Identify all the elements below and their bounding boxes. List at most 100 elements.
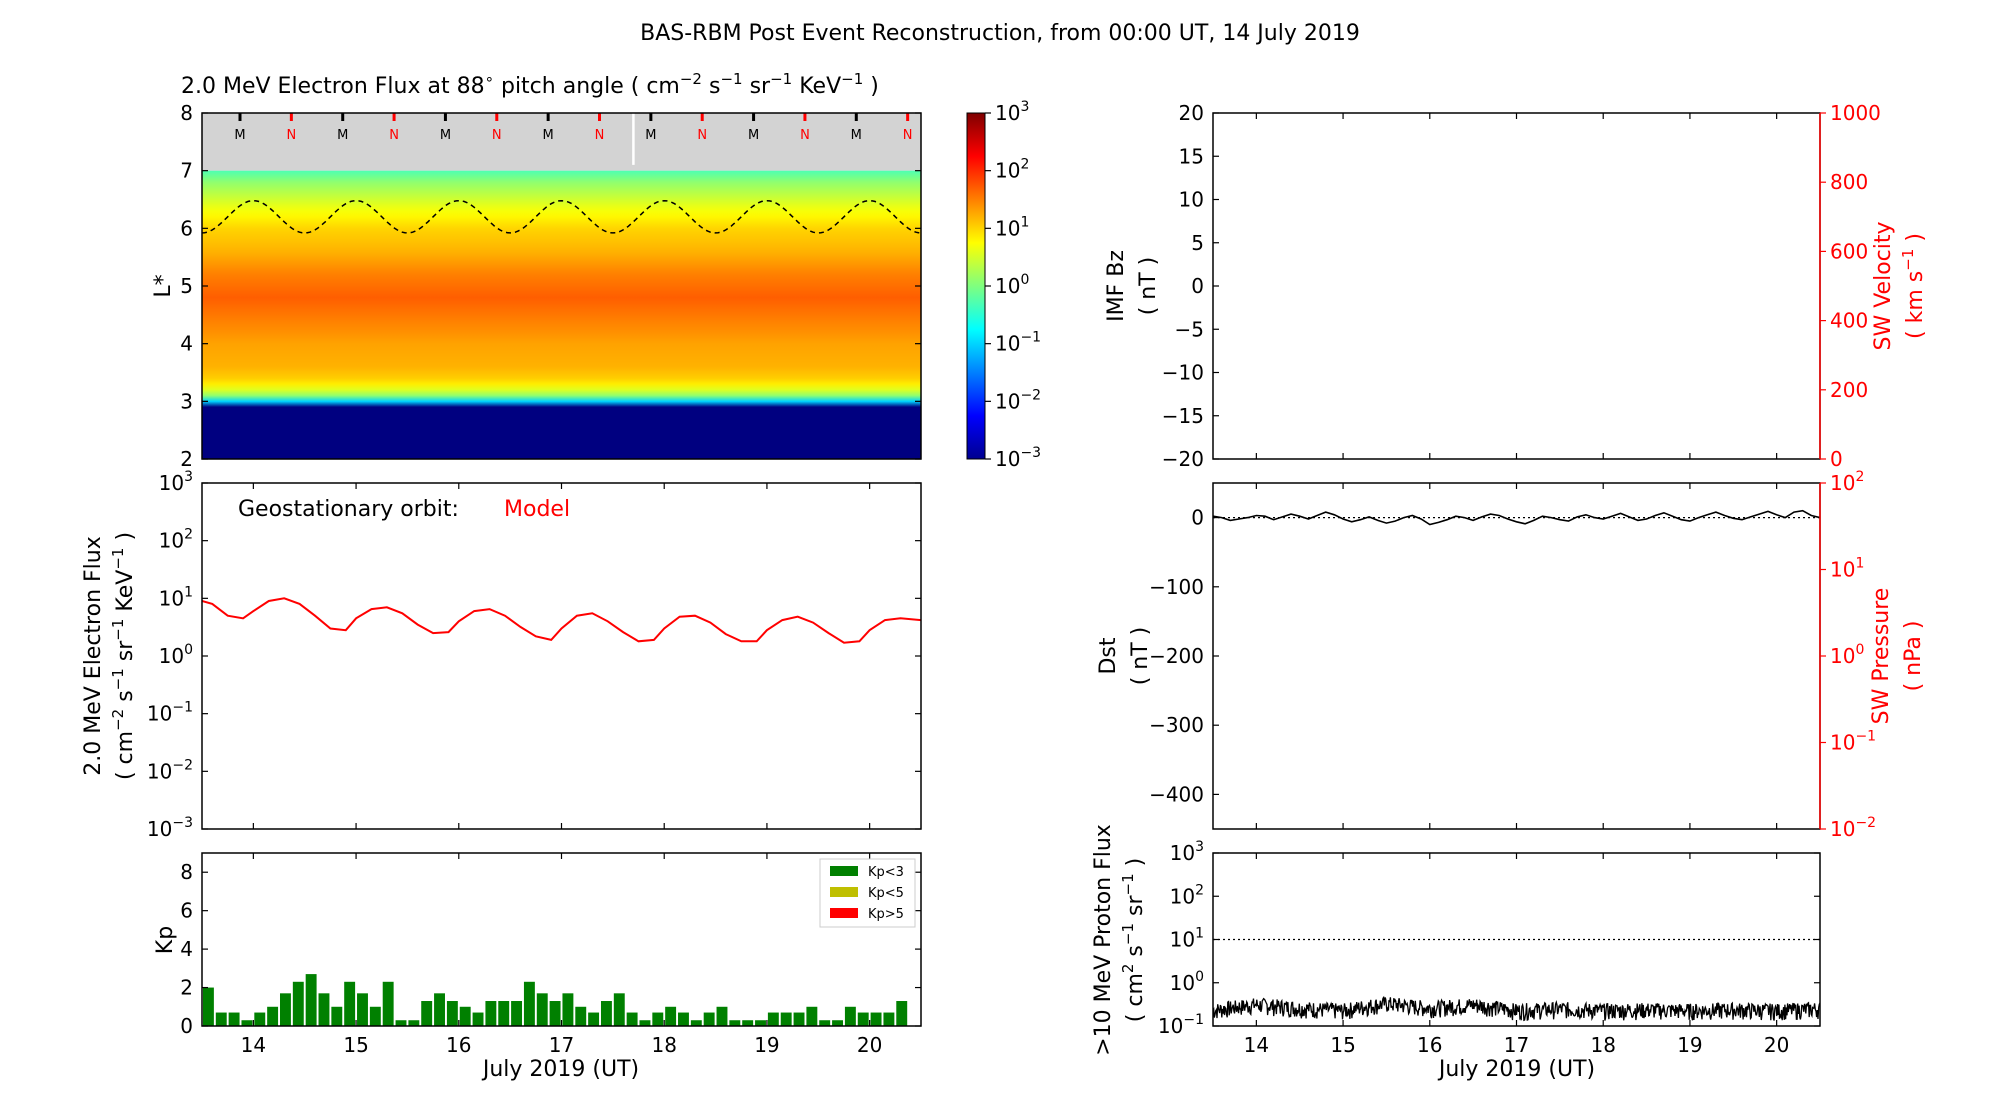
x-tick-label: 15 (1330, 1033, 1355, 1057)
kp-bar (600, 1001, 612, 1026)
proton-panel: 10−1 100 101 102 103 14 15 16 17 18 19 20 >10 MeV … (1091, 824, 1821, 1082)
kp-bar (562, 993, 574, 1026)
kp-plot-area (202, 974, 1087, 1026)
geo-flux-panel: 10−3 10−2 10−1 100 101 102 103 Geostationary o… (81, 469, 922, 841)
kp-ylabel: Kp (153, 926, 178, 954)
kp-bar (1050, 1020, 1061, 1026)
geo-flux-x-ticks (252, 483, 871, 829)
kp-bar (948, 1020, 959, 1026)
y-tick-label: 2 (180, 976, 193, 1000)
x-tick-label: 18 (1590, 1033, 1615, 1057)
imf-frame (1212, 112, 1821, 460)
orbit-marker-label: N (697, 128, 707, 143)
kp-bar (857, 1012, 869, 1026)
x-tick-label: 18 (651, 1033, 676, 1057)
colorbar-tick-label: 10−3 (995, 445, 1041, 471)
orbit-marker-label: M (748, 128, 759, 143)
x-tick-label: 16 (1417, 1033, 1442, 1057)
kp-bar (626, 1012, 638, 1026)
kp-bar (498, 1001, 510, 1026)
y-tick-label: 4 (180, 332, 193, 356)
outside-model-band (202, 113, 921, 171)
flux-map-panel: 2.0 MeV Electron Flux at 88∘ pitch angle… (151, 70, 1041, 471)
geo-annotation-label: Geostationary orbit: (238, 497, 459, 522)
kp-bar (819, 1020, 831, 1026)
kp-x-ticks: 14 15 16 17 18 19 20 (241, 853, 882, 1057)
y-tick-label: 101 (159, 584, 193, 610)
y-tick-label: −10 (1162, 361, 1204, 385)
y-tick-label: −100 (1149, 575, 1204, 599)
right-tick-label: 10−2 (1830, 815, 1876, 841)
kp-bar (716, 1006, 728, 1026)
kp-bar (973, 1020, 984, 1026)
dst-frame (1212, 482, 1821, 830)
dst-x-ticks (1255, 483, 1778, 829)
orbit-marker-label: N (903, 128, 913, 143)
kp-bar (588, 1012, 600, 1026)
kp-bar (844, 1006, 856, 1026)
y-tick-label: −300 (1149, 713, 1204, 737)
kp-bar (665, 1006, 677, 1026)
y-tick-label: 20 (1179, 101, 1204, 125)
geo-model-flux-line (202, 597, 921, 644)
x-tick-label: 16 (446, 1033, 471, 1057)
colorbar-ticks: 10−3 10−2 10−1 100 101 102 103 (985, 99, 1041, 471)
orbit-marker-label: N (389, 128, 399, 143)
y-tick-label: 3 (180, 389, 193, 413)
y-tick-label: 0 (180, 1014, 193, 1038)
y-tick-label: 4 (180, 937, 193, 961)
proton-x-ticks: 14 15 16 17 18 19 20 (1244, 853, 1789, 1057)
orbit-marker-label: M (543, 128, 554, 143)
kp-bar (690, 1020, 702, 1026)
proton-ylabel-2: ( cm2 s−1 sr−1 ) (1119, 858, 1148, 1022)
orbit-marker-label: M (337, 128, 348, 143)
y-tick-label: 10−1 (1158, 1012, 1204, 1038)
kp-bar (1012, 1013, 1023, 1026)
orbit-marker-label: M (234, 128, 245, 143)
kp-bar (639, 1020, 651, 1026)
kp-bar (357, 993, 368, 1026)
geo-flux-y-ticks: 10−3 10−2 10−1 100 101 102 103 (147, 469, 921, 841)
geo-flux-ylabel-2: ( cm−2 s−1 sr−1 KeV−1 ) (109, 532, 138, 780)
y-tick-label: 2 (180, 447, 193, 471)
x-tick-label: 17 (549, 1033, 574, 1057)
geo-flux-plot-area (202, 597, 921, 644)
y-tick-label: 102 (1170, 882, 1204, 908)
kp-bar (986, 1020, 997, 1026)
kp-bar (395, 1020, 407, 1026)
kp-bar (446, 1001, 458, 1026)
geo-annotation-value: Model (504, 497, 570, 522)
magnetopause-dashed-line (202, 199, 921, 234)
colorbar-tick-label: 10−1 (995, 330, 1041, 356)
kp-bar (793, 1012, 805, 1026)
y-tick-label: −20 (1162, 447, 1204, 471)
kp-bar (652, 1012, 664, 1026)
kp-bar (1076, 1013, 1087, 1026)
figure-title: BAS-RBM Post Event Reconstruction, from … (640, 21, 1360, 46)
dst-ylabel-1: Dst (1096, 637, 1121, 674)
x-tick-label: 20 (857, 1033, 882, 1057)
kp-bar (279, 993, 291, 1026)
geo-flux-ylabel-1: 2.0 MeV Electron Flux (81, 536, 106, 776)
kp-bar (202, 987, 214, 1026)
orbit-marker-label: M (645, 128, 656, 143)
dst-right-ylabel-1: SW Pressure (1869, 588, 1894, 725)
kp-bar (549, 1001, 561, 1026)
y-tick-label: 100 (159, 642, 193, 668)
y-tick-label: 8 (180, 860, 193, 884)
kp-bar (729, 1020, 741, 1026)
kp-bar (613, 993, 625, 1026)
orbit-marker-label: M (851, 128, 862, 143)
orbit-marker-label: N (800, 128, 810, 143)
kp-bar (870, 1012, 882, 1026)
geo-flux-frame (201, 482, 922, 830)
kp-bar (254, 1012, 266, 1026)
kp-bar (832, 1020, 844, 1026)
right-tick-label: 0 (1830, 447, 1843, 471)
kp-bar (767, 1012, 779, 1026)
orbit-marker-label: N (492, 128, 502, 143)
imf-right-ylabel-1: SW Velocity (1871, 221, 1896, 350)
kp-bar (536, 993, 548, 1026)
kp-bar (305, 974, 317, 1026)
